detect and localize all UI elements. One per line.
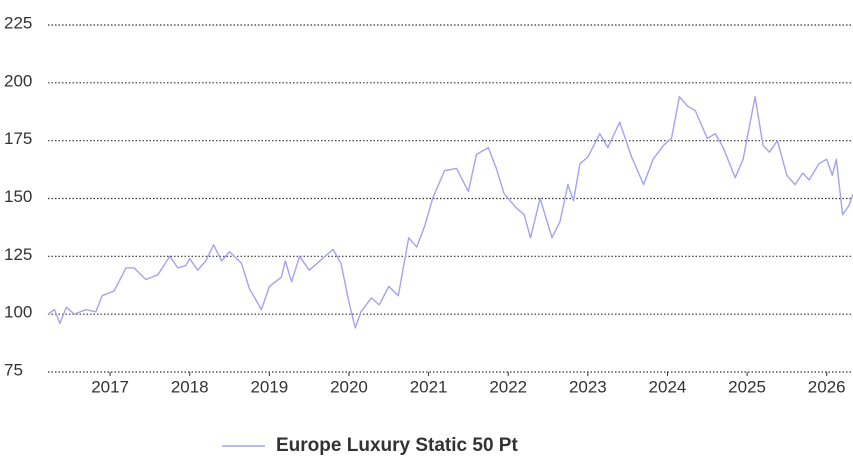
x-tick-label: 2018 bbox=[171, 377, 209, 396]
x-tick-label: 2021 bbox=[410, 377, 448, 396]
x-tick-label: 2020 bbox=[330, 377, 368, 396]
legend-text: Europe Luxury Static 50 Pt bbox=[276, 435, 518, 456]
x-tick-label: 2024 bbox=[649, 377, 687, 396]
y-tick-label: 150 bbox=[4, 187, 32, 206]
y-tick-label: 125 bbox=[4, 245, 32, 264]
y-tick-label: 75 bbox=[4, 360, 23, 379]
x-tick-label: 2019 bbox=[250, 377, 288, 396]
y-tick-label: 175 bbox=[4, 129, 32, 148]
x-tick-label: 2022 bbox=[489, 377, 527, 396]
y-tick-label: 200 bbox=[4, 71, 32, 90]
x-tick-label: 2026 bbox=[808, 377, 846, 396]
x-tick-label: 2017 bbox=[91, 377, 129, 396]
line bbox=[47, 95, 853, 329]
y-tick-label: 225 bbox=[4, 13, 32, 32]
x-tick-label: 2025 bbox=[728, 377, 766, 396]
y-tick-label: 100 bbox=[4, 303, 32, 322]
x-tick-label: 2023 bbox=[569, 377, 607, 396]
